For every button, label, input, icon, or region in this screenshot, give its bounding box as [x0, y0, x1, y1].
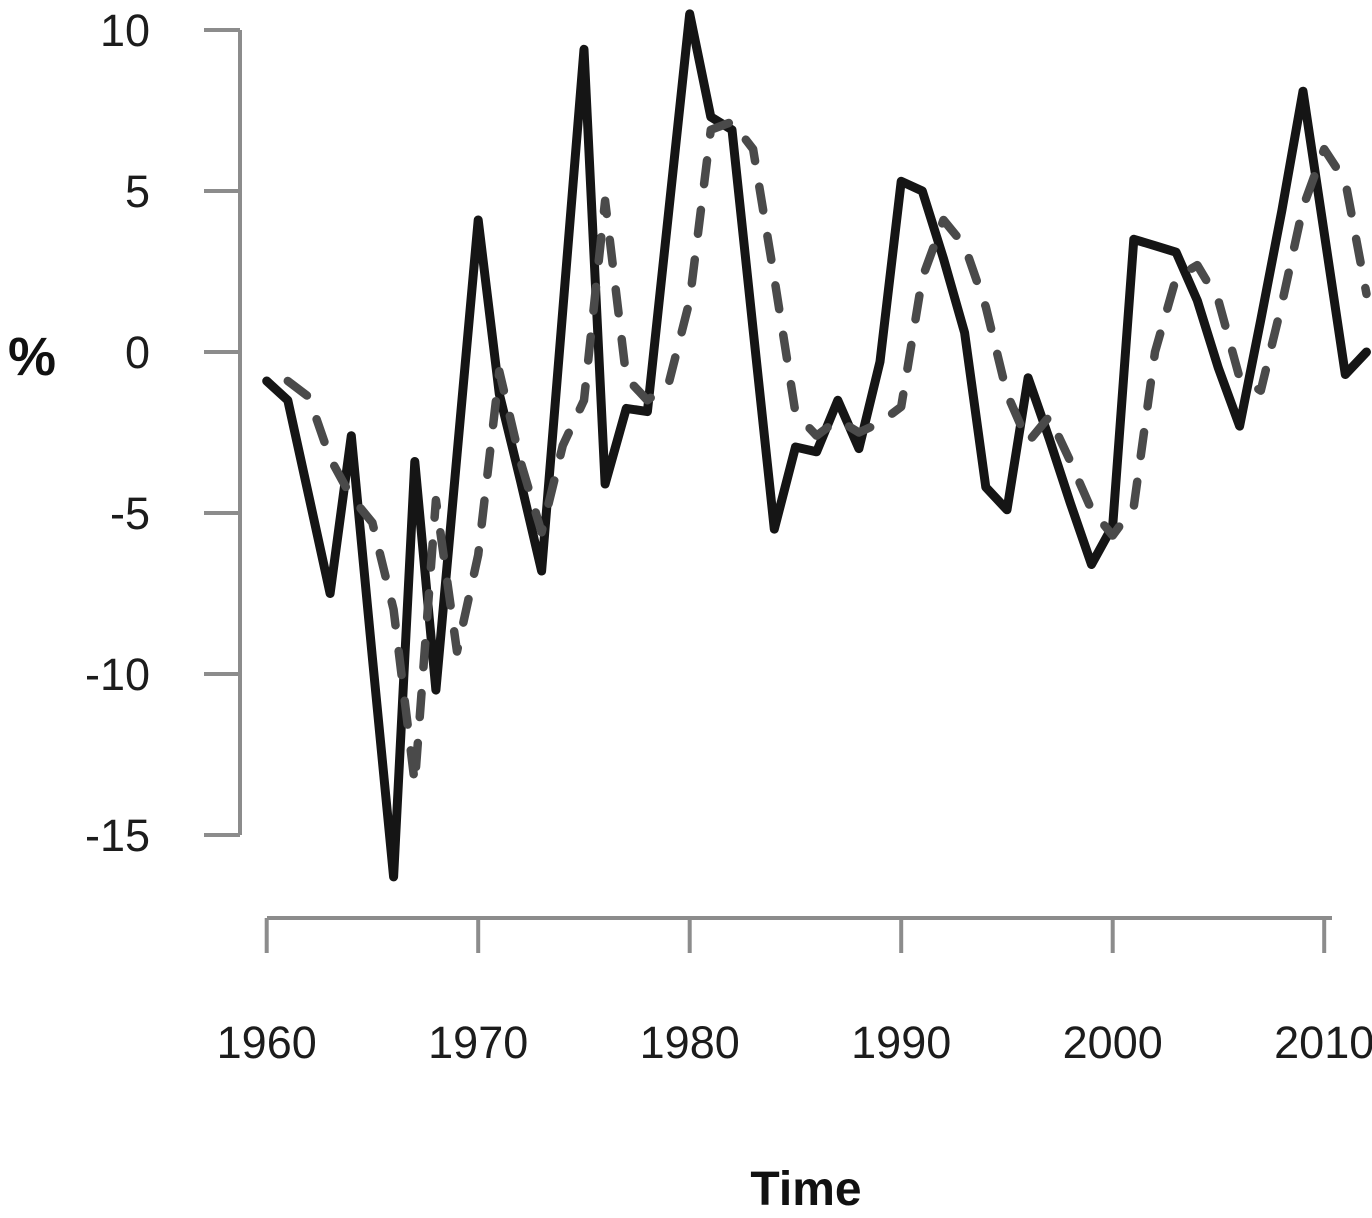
x-axis-title: Time [750, 1163, 861, 1216]
x-tick-label: 2000 [1063, 1017, 1163, 1068]
x-tick-label: 1960 [217, 1017, 317, 1068]
y-tick-label: 0 [125, 327, 150, 378]
y-tick-label: -5 [110, 488, 150, 539]
tick-labels: 10 5 0 -5 -10 -15 1960 1970 1980 1990 2000 2010 [85, 5, 1372, 1068]
dashed-series-polyline [283, 117, 1371, 788]
x-tick-label: 1980 [640, 1017, 740, 1068]
x-tick-label: 2010 [1274, 1017, 1372, 1068]
y-tick-label: 10 [100, 5, 150, 56]
axes [204, 28, 1332, 953]
y-tick-label: -15 [85, 810, 150, 861]
x-tick-label: 1970 [428, 1017, 528, 1068]
solid-series-polyline [262, 9, 1371, 882]
x-tick-label: 1990 [851, 1017, 951, 1068]
series-lines [262, 9, 1371, 882]
y-tick-label: 5 [125, 166, 150, 217]
y-axis-title: % [8, 327, 56, 387]
y-tick-label: -10 [85, 649, 150, 700]
